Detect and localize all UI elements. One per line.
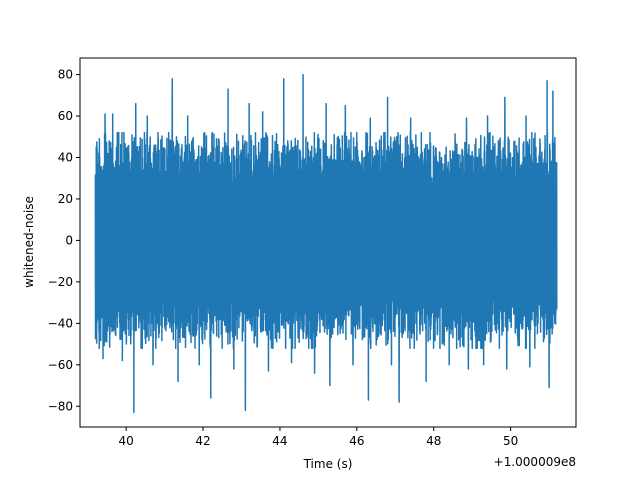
series-line	[94, 73, 558, 414]
y-tick-label: −80	[48, 399, 73, 413]
y-axis-ticks: −80 −60 −40 −20 0 20 40 60 80	[48, 68, 80, 413]
x-offset-label: +1.000009e8	[494, 455, 576, 469]
x-tick-label: 42	[195, 434, 210, 448]
series-line-group	[94, 73, 558, 414]
x-axis-label: Time (s)	[303, 457, 353, 471]
x-tick-label: 50	[503, 434, 518, 448]
y-tick-label: −40	[48, 316, 73, 330]
x-axis-ticks: 40 42 44 46 48 50	[118, 427, 518, 448]
y-tick-label: 20	[58, 192, 73, 206]
y-tick-label: 80	[58, 68, 73, 82]
x-tick-label: 48	[426, 434, 441, 448]
x-tick-label: 46	[349, 434, 364, 448]
plot-frame	[79, 57, 577, 428]
x-tick-label: 44	[272, 434, 287, 448]
y-tick-label: −20	[48, 275, 73, 289]
x-tick-label: 40	[118, 434, 133, 448]
y-tick-label: 40	[58, 151, 73, 165]
y-tick-label: 0	[65, 233, 73, 247]
y-tick-label: 60	[58, 109, 73, 123]
y-axis-label: whitened-noise	[22, 196, 36, 288]
y-tick-label: −60	[48, 358, 73, 372]
